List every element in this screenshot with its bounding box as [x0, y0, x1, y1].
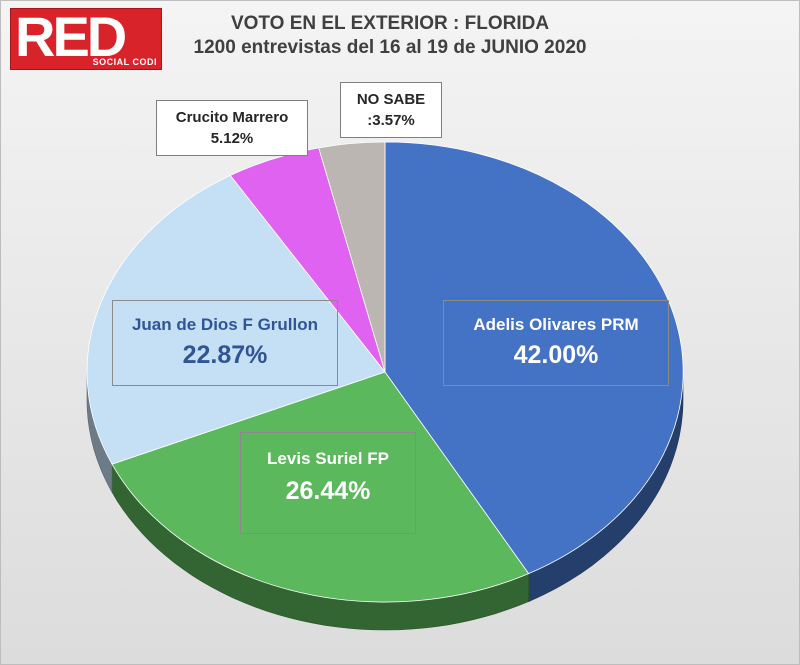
slice-label-value: :3.57% — [367, 112, 415, 129]
slice-label-levis-suriel: Levis Suriel FP 26.44% — [240, 432, 416, 534]
slice-label-name: Levis Suriel FP — [267, 449, 389, 468]
slice-label-juan-de-dios: Juan de Dios F Grullon 22.87% — [112, 300, 338, 386]
chart-title-line1: VOTO EN EL EXTERIOR : FLORIDA — [230, 13, 550, 34]
slice-juan-de-dios-f-grullon — [86, 174, 386, 465]
slice-levis-suriel-fp — [111, 371, 530, 603]
slice-label-name: NO SABE — [356, 91, 426, 108]
slice-label-value: 5.12% — [210, 130, 254, 147]
slice-label-crucito-marrero: Crucito Marrero 5.12% — [156, 100, 308, 156]
chart-title-line2: 1200 entrevistas del 16 al 19 de JUNIO 2… — [193, 37, 587, 58]
pie-top — [86, 141, 684, 603]
slice-label-name: Crucito Marrero — [175, 109, 289, 126]
red-social-codi-logo: RED SOCIAL CODI — [10, 8, 162, 70]
slice-label-name: Juan de Dios F Grullon — [131, 315, 319, 334]
logo-text: RED — [15, 8, 127, 68]
slice-label-adelis-olivares: Adelis Olivares PRM 42.00% — [443, 300, 669, 386]
slice-label-value: 42.00% — [513, 341, 599, 369]
chart-title: VOTO EN EL EXTERIOR : FLORIDA 1200 entre… — [180, 12, 600, 60]
slice-label-value: 26.44% — [285, 477, 371, 505]
slice-label-name: Adelis Olivares PRM — [473, 315, 639, 334]
slice-adelis-olivares-prm — [384, 141, 684, 575]
slice-label-value: 22.87% — [182, 341, 268, 369]
logo-subtext: SOCIAL CODI — [92, 57, 157, 67]
slice-label-no-sabe: NO SABE :3.57% — [340, 82, 442, 138]
slice-no-sabe — [318, 141, 386, 373]
